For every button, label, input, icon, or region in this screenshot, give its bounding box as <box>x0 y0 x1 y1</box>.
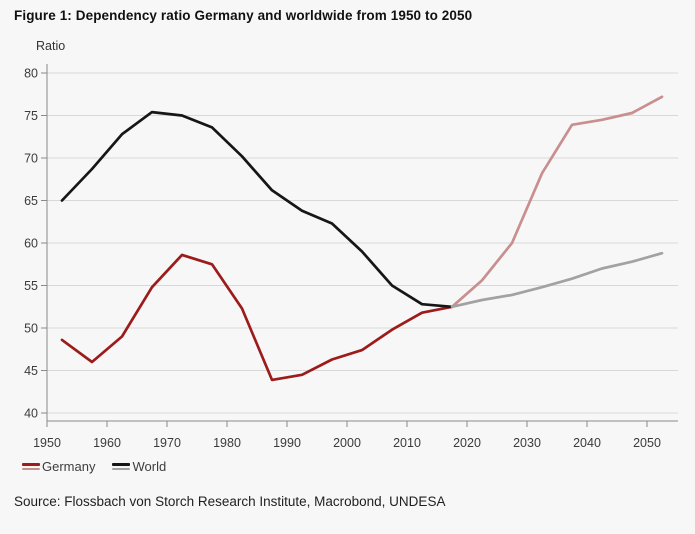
legend-swatch-world <box>112 461 131 473</box>
legend-line-germany-historical <box>22 462 40 466</box>
legend-line-germany-projection <box>22 467 40 471</box>
y-tick-label: 45 <box>24 364 38 378</box>
y-tick-label: 75 <box>24 109 38 123</box>
legend-label-world: World <box>132 459 167 474</box>
legend-line-world-historical <box>112 462 131 466</box>
germany-projection-line <box>450 95 664 309</box>
x-tick-label: 2050 <box>633 436 661 450</box>
legend: Germany World <box>22 459 166 474</box>
x-tick-label: 2030 <box>513 436 541 450</box>
x-tick-label: 2020 <box>453 436 481 450</box>
figure-title: Figure 1: Dependency ratio Germany and w… <box>14 8 473 23</box>
y-tick-label: 70 <box>24 152 38 166</box>
world-historical-line <box>60 110 454 309</box>
x-tick-label: 2000 <box>333 436 361 450</box>
y-tick-label: 55 <box>24 279 38 293</box>
y-tick-label: 50 <box>24 322 38 336</box>
x-tick-label: 2010 <box>393 436 421 450</box>
y-tick-label: 60 <box>24 237 38 251</box>
legend-swatch-germany <box>22 461 40 473</box>
y-tick-label: 80 <box>24 67 38 81</box>
legend-item-germany: Germany <box>22 459 95 474</box>
y-axis-label: Ratio <box>36 39 66 53</box>
y-tick-label: 40 <box>24 407 38 421</box>
source-text: Source: Flossbach von Storch Research In… <box>14 494 446 509</box>
world-projection-line <box>450 251 664 309</box>
germany-historical-line <box>60 253 454 382</box>
y-tick-label: 65 <box>24 194 38 208</box>
legend-item-world: World <box>112 459 166 474</box>
x-tick-label: 1980 <box>213 436 241 450</box>
x-tick-label: 1960 <box>93 436 121 450</box>
legend-label-germany: Germany <box>42 459 96 474</box>
x-tick-label: 1990 <box>273 436 301 450</box>
x-tick-label: 1950 <box>33 436 61 450</box>
x-tick-label: 2040 <box>573 436 601 450</box>
legend-line-world-projection <box>112 467 131 471</box>
x-tick-label: 1970 <box>153 436 181 450</box>
